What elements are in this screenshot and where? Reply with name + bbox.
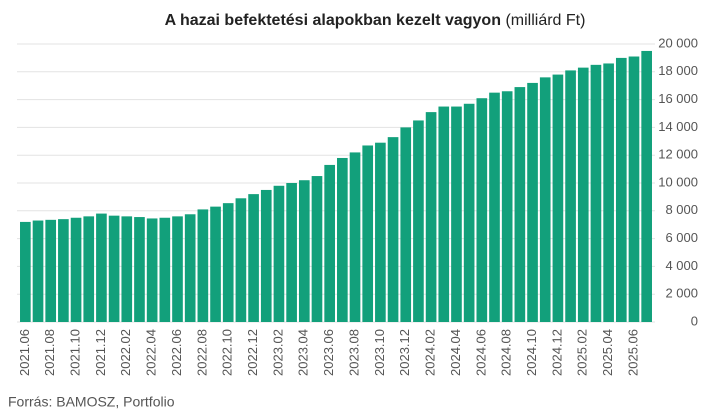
x-tick-label: 2021.06 — [17, 329, 32, 376]
bar — [539, 77, 551, 322]
bar — [311, 176, 323, 322]
bar — [248, 194, 259, 322]
x-tick-label: 2024.02 — [423, 329, 438, 376]
bar — [108, 215, 120, 322]
bar — [615, 57, 627, 323]
x-tick-label: 2025.02 — [575, 329, 590, 376]
bar — [324, 164, 335, 322]
y-tick-label: 18 000 — [658, 63, 698, 78]
bar — [298, 180, 310, 322]
bar — [197, 209, 209, 322]
bar — [387, 137, 399, 322]
bar — [438, 106, 450, 322]
x-tick-label: 2021.12 — [93, 329, 108, 376]
x-tick-label: 2021.08 — [42, 329, 57, 376]
bar — [83, 216, 95, 322]
bar — [451, 106, 462, 322]
bar — [337, 157, 348, 322]
x-tick-label: 2022.02 — [118, 329, 133, 376]
y-tick-label: 4 000 — [665, 258, 698, 273]
x-tick-label: 2023.08 — [346, 329, 361, 376]
bar — [463, 103, 475, 323]
bar — [32, 220, 44, 322]
source: Forrás: BAMOSZ, Portfolio — [8, 394, 175, 410]
bar — [489, 92, 500, 323]
x-tick-label: 2025.06 — [625, 329, 640, 376]
y-tick-label: 2 000 — [665, 286, 698, 301]
y-tick-label: 8 000 — [665, 202, 698, 217]
bar — [476, 98, 488, 323]
x-tick-label: 2024.04 — [448, 329, 463, 376]
bar — [286, 183, 297, 322]
bar — [96, 213, 107, 322]
x-tick-label: 2023.12 — [397, 329, 412, 376]
bar — [425, 112, 437, 322]
bar — [641, 50, 652, 322]
y-tick-label: 12 000 — [658, 147, 698, 162]
x-tick-label: 2022.08 — [194, 329, 209, 376]
x-tick-label: 2023.10 — [372, 329, 387, 376]
title-group: A hazai befektetési alapokban kezelt vag… — [165, 12, 586, 29]
bar — [501, 91, 513, 322]
bar — [58, 219, 69, 322]
bar — [413, 120, 424, 322]
x-tick-label: 2024.06 — [473, 329, 488, 376]
bar — [552, 74, 564, 322]
bar — [565, 70, 576, 322]
x-tick-label: 2022.12 — [245, 329, 260, 376]
y-tick-label: 14 000 — [658, 119, 698, 134]
bar — [134, 217, 145, 322]
bar — [603, 63, 614, 323]
x-tick-label: 2022.06 — [169, 329, 184, 376]
bar — [349, 152, 361, 322]
bar — [20, 221, 31, 322]
bar — [628, 56, 640, 322]
bar — [375, 142, 386, 322]
y-tick-label: 16 000 — [658, 91, 698, 106]
bar — [260, 189, 272, 322]
bar — [210, 206, 221, 322]
bar — [590, 64, 602, 322]
x-tick-label: 2025.04 — [600, 329, 615, 376]
bar — [400, 127, 412, 323]
bar — [222, 203, 234, 322]
bar — [121, 216, 133, 322]
bar — [184, 214, 196, 322]
bar — [362, 145, 374, 322]
y-tick-label: 0 — [691, 313, 698, 328]
bar — [235, 198, 247, 322]
y-tick-label: 10 000 — [658, 174, 698, 189]
x-tick-label: 2023.06 — [321, 329, 336, 376]
bar — [172, 216, 183, 322]
x-tick-label: 2024.10 — [524, 329, 539, 376]
y-tick-label: 6 000 — [665, 230, 698, 245]
x-tick-label: 2022.04 — [144, 329, 159, 376]
bar — [273, 185, 285, 322]
x-tick-label: 2023.04 — [296, 329, 311, 376]
x-tick-label: 2024.12 — [549, 329, 564, 376]
x-tick-label: 2024.08 — [499, 329, 514, 376]
bar — [527, 82, 538, 322]
chart-title: A hazai befektetési alapokban kezelt vag… — [165, 12, 501, 29]
y-tick-label: 20 000 — [658, 35, 698, 50]
x-tick-label: 2022.10 — [220, 329, 235, 376]
x-tick-label: 2023.02 — [270, 329, 285, 376]
bar — [45, 219, 57, 322]
bar — [146, 218, 158, 322]
bar — [159, 217, 171, 322]
chart-subtitle: (milliárd Ft) — [505, 12, 585, 29]
x-tick-label: 2021.10 — [67, 329, 82, 376]
bar — [70, 217, 82, 322]
bar — [514, 87, 526, 322]
bar — [577, 67, 589, 322]
